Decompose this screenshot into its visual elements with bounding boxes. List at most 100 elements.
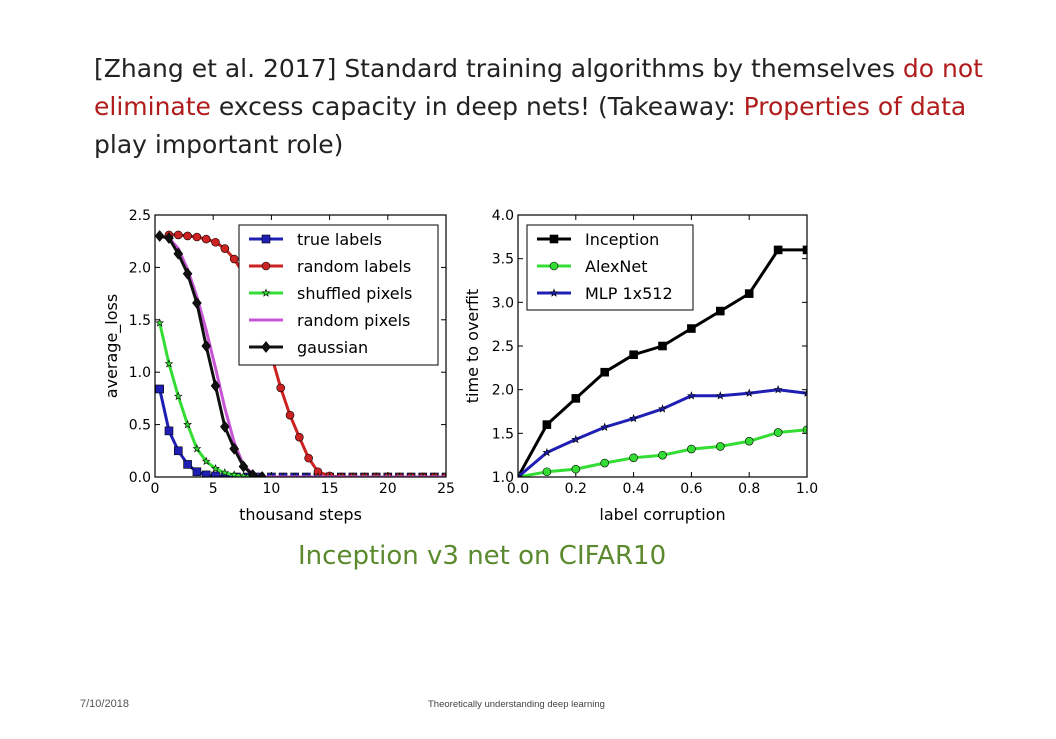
data-point [418,472,428,477]
y-tick-label: 1.0 [129,365,151,381]
series-line [518,248,807,477]
data-point [220,244,230,253]
data-point [183,460,192,469]
data-point [325,471,334,477]
series-line [518,428,807,477]
plot-frame [154,214,447,478]
legend-label: gaussian [297,338,368,357]
data-point [211,463,220,473]
data-point [744,436,754,446]
x-axis-label: label corruption [599,505,725,524]
series-gaussian [155,230,267,477]
data-point [406,472,416,477]
data-point [201,456,211,465]
legend-item: Inception [537,230,659,249]
data-point [164,426,174,436]
x-tick-label: 1.0 [796,481,818,497]
data-point [248,289,258,298]
legend-label: shuffled pixels [297,284,412,303]
data-point [571,394,581,403]
legend-label: MLP 1x512 [585,284,673,303]
data-point [406,472,416,477]
data-point [430,472,439,477]
data-point [687,324,696,333]
data-point [629,350,638,360]
data-point [518,472,523,477]
data-point [600,458,610,468]
data-point [773,245,783,255]
data-point [336,472,346,477]
data-point [183,419,193,429]
data-point [441,472,446,477]
data-point [348,472,358,477]
data-point [394,472,404,477]
data-point [600,422,610,432]
title-part: Properties of data [743,92,967,121]
slide-subtitle: Inception v3 net on CIFAR10 [298,541,667,571]
data-point [220,420,230,433]
data-point [371,472,381,477]
data-point [210,379,221,392]
data-point [192,444,202,453]
data-point [418,472,428,477]
data-point [629,453,638,463]
y-tick-label: 1.0 [492,470,514,486]
data-point [285,410,295,420]
data-point [255,472,265,477]
legend-label: AlexNet [585,257,648,276]
data-point [802,425,807,435]
y-tick-label: 3.0 [492,295,514,311]
data-point [518,472,523,477]
chart-loss-curves: 0 5 10 15 20 25 0.0 0.5 1.0 1.5 2.0 2.5 thousand ste… [102,208,455,524]
series-mlp-1x512 [518,385,807,477]
data-point [687,444,696,454]
data-point [155,230,165,242]
data-point [348,472,358,477]
title-part: play important role) [94,130,344,159]
data-point [313,472,323,477]
data-point [201,470,211,477]
series-line [159,234,446,477]
data-point [571,464,581,474]
slide-title: [Zhang et al. 2017] Standard training al… [94,50,994,164]
data-point [715,442,725,451]
data-point [542,447,552,457]
data-point [571,434,581,444]
series-random-labels [164,230,446,477]
data-point [658,450,667,460]
data-point [261,341,271,353]
data-point [313,467,323,477]
x-tick-label: 0.6 [680,481,702,497]
data-point [295,432,304,442]
data-point [267,472,276,477]
y-tick-label: 0.5 [129,418,151,434]
title-part: excess capacity in deep nets! (Takeaway: [210,92,744,121]
data-point [232,472,241,477]
data-point [164,230,174,240]
data-point [802,245,807,255]
data-point [173,247,184,260]
data-point [173,391,183,401]
data-point [192,467,202,477]
y-axis-label: time to overfit [463,289,482,403]
data-point [549,261,559,271]
x-tick-label: 10 [262,481,280,497]
data-point [406,472,416,477]
series-random-pixels [159,234,446,477]
legend-box [526,224,694,311]
legend-box [238,224,439,366]
series-line [159,234,263,477]
series-inception [518,245,807,477]
data-point [173,230,183,240]
data-point [248,472,258,477]
x-tick-label: 0.0 [507,481,529,497]
data-point [192,297,202,309]
data-point [220,468,230,477]
legend-item: gaussian [249,338,368,357]
data-point [155,318,165,327]
data-point [290,472,299,477]
chart-time-to-overfit: 0.0 0.2 0.4 0.6 0.8 1.0 1.0 1.5 2.0 2.5 3.0 3.5 4.0 l… [463,208,818,524]
data-point [201,234,211,244]
x-tick-label: 0.4 [622,481,644,497]
data-point [164,232,174,244]
